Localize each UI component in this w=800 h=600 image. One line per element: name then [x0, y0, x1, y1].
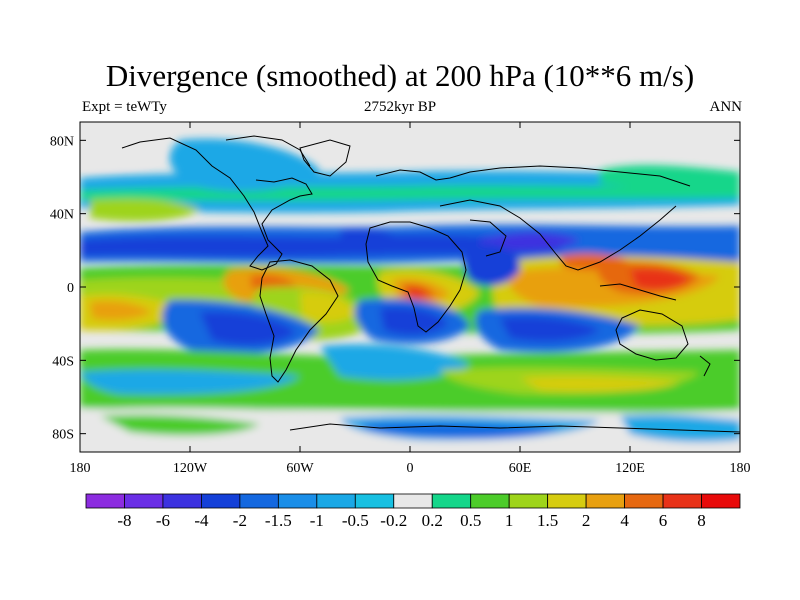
map-field: [80, 122, 740, 452]
y-tick-label: 80N: [50, 134, 74, 149]
colorbar-swatch: [201, 493, 241, 509]
colorbar-swatch: [162, 493, 202, 509]
x-tick-label: 60E: [509, 461, 532, 476]
x-tick-label: 180: [70, 461, 91, 476]
colorbar-label: -8: [117, 511, 131, 530]
colorbar-swatch: [585, 493, 625, 509]
chart-title: Divergence (smoothed) at 200 hPa (10**6 …: [105, 58, 695, 93]
colorbar-label: 8: [697, 511, 706, 530]
y-tick-label: 40S: [52, 354, 74, 369]
x-tick-label: 120E: [615, 461, 645, 476]
field-blobs: [80, 138, 740, 452]
colorbar-label: 1: [505, 511, 514, 530]
colorbar-label: -1: [310, 511, 324, 530]
coastlines: [121, 135, 740, 433]
colorbar-swatch: [239, 493, 279, 509]
experiment-label: Expt = teWTy: [82, 99, 167, 115]
y-tick-label: 40N: [50, 208, 74, 223]
colorbar-swatch: [624, 493, 664, 509]
colorbar-label: 4: [620, 511, 629, 530]
colorbar-label: 0.5: [460, 511, 481, 530]
y-axis: 80N 40N 0 40S 80S: [50, 134, 740, 443]
colorbar-swatch: [354, 493, 395, 509]
colorbar-label: 2: [582, 511, 591, 530]
colorbar-swatch: [431, 493, 472, 509]
colorbar-label: -1.5: [265, 511, 292, 530]
colorbar-swatch: [547, 493, 587, 509]
colorbar-label: -0.2: [380, 511, 407, 530]
colorbar-swatch: [470, 493, 510, 509]
colorbar-label: -0.5: [342, 511, 369, 530]
x-axis: 180 120W 60W 0 60E 120E 180: [70, 122, 751, 476]
x-tick-label: 120W: [173, 461, 208, 476]
x-tick-label: 180: [730, 461, 751, 476]
colorbar-label: -2: [233, 511, 247, 530]
y-tick-label: 80S: [52, 428, 74, 443]
colorbar-label: -4: [194, 511, 209, 530]
season-label: ANN: [709, 99, 743, 115]
colorbar-label: 6: [659, 511, 668, 530]
colorbar-swatch: [316, 493, 356, 509]
time-label: 2752kyr BP: [363, 99, 437, 115]
colorbar-swatch: [124, 493, 164, 509]
colorbar: -8 -6 -4 -2 -1.5 -1 -0.5 -0.2 0.2 0.5 1 1.5 2 4 6 8: [85, 493, 741, 530]
colorbar-swatch: [277, 493, 318, 509]
x-tick-label: 0: [407, 461, 414, 476]
y-tick-label: 0: [67, 281, 74, 296]
colorbar-label: 1.5: [537, 511, 558, 530]
colorbar-swatch: [85, 493, 125, 509]
colorbar-swatch: [701, 493, 741, 509]
colorbar-label: -6: [156, 511, 170, 530]
x-tick-label: 60W: [286, 461, 314, 476]
colorbar-label: 0.2: [422, 511, 443, 530]
colorbar-swatch: [662, 493, 702, 509]
colorbar-swatch: [508, 493, 549, 509]
colorbar-swatch: [393, 493, 433, 509]
